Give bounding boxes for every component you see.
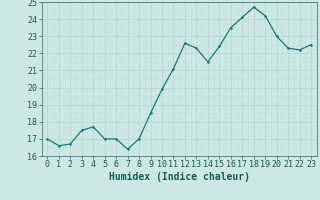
X-axis label: Humidex (Indice chaleur): Humidex (Indice chaleur) [109, 172, 250, 182]
